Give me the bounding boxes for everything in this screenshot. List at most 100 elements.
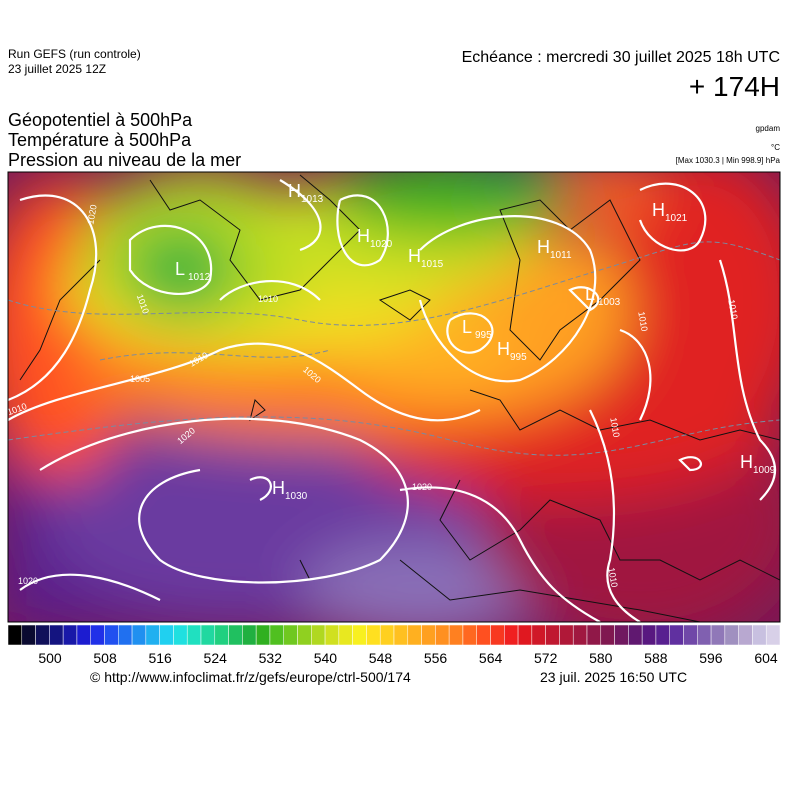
colorbar-tick-label: 524	[204, 650, 228, 666]
colorbar-segment	[462, 624, 477, 646]
isobar-label: 1010	[726, 299, 739, 320]
colorbar-segment	[173, 624, 188, 646]
colorbar-segment	[255, 624, 271, 646]
pressure-center-value: 1021	[665, 213, 688, 224]
colorbar-segment	[366, 624, 381, 646]
colorbar-segment	[435, 624, 450, 646]
pressure-center-letter: L	[462, 317, 472, 337]
colorbar-segment	[269, 624, 284, 646]
pressure-center-letter: H	[537, 237, 550, 257]
colorbar-segment	[393, 624, 409, 646]
colorbar-segment	[421, 624, 436, 646]
colorbar-tick-label: 604	[754, 650, 778, 666]
unit-label: °C	[771, 143, 780, 152]
temperature-isotherm	[8, 241, 780, 456]
pressure-center-value: 995	[475, 330, 492, 341]
colorbar-segment	[338, 624, 353, 646]
colorbar-segment	[21, 624, 36, 646]
pressure-center-letter: H	[288, 181, 301, 201]
pressure-center-value: 1015	[421, 259, 444, 270]
pressure-center-letter: H	[272, 478, 285, 498]
colorbar-segment	[655, 624, 670, 646]
colorbar-segment	[669, 624, 684, 646]
colorbar-segment	[200, 624, 216, 646]
colorbar-segment	[242, 624, 257, 646]
colorbar-tick-label: 516	[148, 650, 172, 666]
colorbar-segment	[379, 624, 395, 646]
colorbar-tick-label: 596	[699, 650, 723, 666]
colorbar-segment	[697, 624, 712, 646]
colorbar-segment	[572, 624, 588, 646]
colorbar-segment	[517, 624, 533, 646]
colorbar-segment	[738, 624, 753, 646]
colorbar-segment	[600, 624, 615, 646]
colorbar-segment	[311, 624, 326, 646]
colorbar-segment	[531, 624, 546, 646]
colorbar-tick-label: 500	[38, 650, 62, 666]
title: Géopotentiel à 500hPa	[8, 110, 193, 130]
colorbar-segment	[504, 624, 519, 646]
pressure-center-value: 995	[510, 352, 527, 363]
colorbar-segment	[710, 624, 726, 646]
pressure-center-value: 1020	[370, 239, 393, 250]
pressure-center-letter: H	[497, 339, 510, 359]
title: Température à 500hPa	[8, 130, 192, 150]
colorbar-segment	[324, 624, 340, 646]
colorbar-tick-label: 580	[589, 650, 613, 666]
colorbar-segment	[297, 624, 312, 646]
colorbar-segment	[490, 624, 505, 646]
pressure-center-value: 1003	[598, 297, 621, 308]
colorbar-segment	[752, 624, 767, 646]
colorbar-segment	[104, 624, 119, 646]
lead-time: + 174H	[689, 71, 780, 102]
colorbar-segment	[283, 624, 298, 646]
colorbar-tick-label: 532	[259, 650, 283, 666]
isobar-label: 1010	[636, 311, 649, 332]
forecast-time: Echéance : mercredi 30 juillet 2025 18h …	[462, 49, 780, 66]
pressure-center-letter: H	[408, 246, 421, 266]
generated-time: 23 juil. 2025 16:50 UTC	[540, 669, 687, 685]
colorbar-segment	[683, 624, 698, 646]
pressure-center-letter: H	[652, 200, 665, 220]
map-frame	[7, 171, 781, 623]
pressure-center-value: 1013	[301, 194, 324, 205]
run-label: Run GEFS (run controle)	[8, 47, 141, 61]
colorbar-tick-label: 572	[534, 650, 558, 666]
colorbar-segment	[614, 624, 629, 646]
colorbar-tick-label: 564	[479, 650, 503, 666]
colorbar-segment	[628, 624, 643, 646]
title: Pression au niveau de la mer	[8, 150, 241, 170]
pressure-center-value: 1030	[285, 491, 308, 502]
isobar-label: 1010	[606, 567, 619, 588]
colorbar-segment	[228, 624, 243, 646]
colorbar-segment	[765, 624, 781, 646]
pressure-center-value: 1012	[188, 272, 211, 283]
pressure-center-letter: H	[357, 226, 370, 246]
isobar	[8, 179, 776, 622]
run-date: 23 juillet 2025 12Z	[8, 62, 106, 76]
colorbar-segment	[35, 624, 50, 646]
colorbar-tick-label: 548	[369, 650, 393, 666]
isobar-label: 1010	[608, 417, 621, 438]
colorbar-segment	[159, 624, 174, 646]
isobar-label: 1020	[412, 482, 432, 492]
colorbar-tick-label: 588	[644, 650, 668, 666]
colorbar-segment	[476, 624, 491, 646]
isobar-label: 1010	[258, 294, 278, 304]
colorbar-segment	[214, 624, 229, 646]
colorbar-segment	[62, 624, 78, 646]
colorbar-segment	[641, 624, 657, 646]
colorbar-segment	[559, 624, 574, 646]
colorbar-segment	[90, 624, 105, 646]
colorbar-segment	[76, 624, 91, 646]
geopotential-field	[8, 172, 780, 622]
colorbar-segment	[586, 624, 602, 646]
colorbar-tick-label: 556	[424, 650, 448, 666]
source-credit: © http://www.infoclimat.fr/z/gefs/europe…	[90, 669, 411, 685]
pressure-center-value: 1011	[550, 250, 572, 261]
pressure-center-letter: L	[585, 284, 595, 304]
unit-label: [Max 1030.3 | Min 998.9] hPa	[676, 156, 781, 165]
unit-label: gpdam	[756, 124, 781, 133]
colorbar-segment	[186, 624, 202, 646]
